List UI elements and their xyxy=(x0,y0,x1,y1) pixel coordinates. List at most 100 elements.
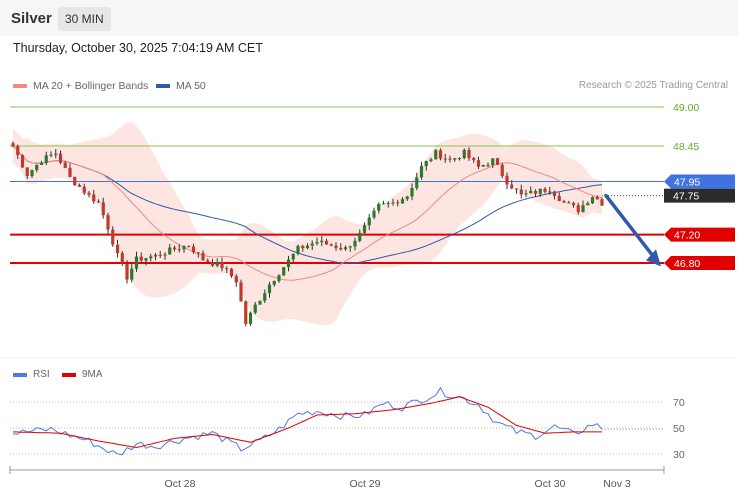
legend-ma50: MA 50 xyxy=(156,80,206,92)
candle-body xyxy=(315,242,319,244)
candle-body xyxy=(562,201,566,203)
forecast-arrow xyxy=(604,193,656,260)
candle-body xyxy=(258,300,262,305)
candle-body xyxy=(552,191,557,196)
candle-body xyxy=(54,153,58,155)
candle-body xyxy=(381,203,386,205)
candle-body xyxy=(229,268,234,277)
candle-body xyxy=(49,154,53,156)
candle-body xyxy=(581,205,585,213)
legend-rsi: RSI xyxy=(13,369,50,380)
candle-body xyxy=(225,268,229,270)
candle-body xyxy=(286,259,291,268)
symbol-title: Silver xyxy=(11,10,52,27)
candle-body xyxy=(362,225,367,233)
candle-body xyxy=(410,187,414,197)
candle-body xyxy=(106,215,110,230)
candle-body xyxy=(267,284,272,294)
level-label-48.45: 48.45 xyxy=(673,141,699,153)
candle-body xyxy=(234,276,238,283)
candle-body xyxy=(87,192,91,195)
candle-body xyxy=(543,188,547,192)
candle-body xyxy=(196,252,200,254)
candle-body xyxy=(139,256,143,261)
candle-body xyxy=(533,190,538,194)
candle-body xyxy=(239,282,243,302)
candle-body xyxy=(125,263,129,280)
candle-body xyxy=(163,254,167,256)
datetime-label: Thursday, October 30, 2025 7:04:19 AM CE… xyxy=(13,41,263,55)
candle-body xyxy=(500,164,504,176)
rsi-tick-label: 30 xyxy=(673,449,685,461)
candle-body xyxy=(353,240,357,247)
candle-body xyxy=(510,184,514,189)
candle-body xyxy=(595,197,599,200)
timeframe-button[interactable]: 30 MIN xyxy=(58,7,111,31)
x-tick-label: Nov 3 xyxy=(603,478,631,490)
candle-body xyxy=(548,191,552,193)
candle-body xyxy=(206,260,210,263)
current-price-label: 47.75 xyxy=(673,191,699,203)
candle-body xyxy=(305,245,310,249)
x-tick-label: Oct 30 xyxy=(535,478,566,490)
candle-body xyxy=(30,169,34,176)
candle-body xyxy=(586,203,590,206)
rsi-line xyxy=(12,386,603,456)
candle-body xyxy=(443,158,447,160)
candle-body xyxy=(538,188,542,194)
candle-body xyxy=(101,202,105,216)
candle-body xyxy=(320,240,324,243)
candle-body xyxy=(16,146,20,156)
candle-body xyxy=(415,177,419,188)
candle-body xyxy=(529,190,533,194)
candle-body xyxy=(144,258,148,261)
legend-ma20: MA 20 + Bollinger Bands xyxy=(13,80,148,92)
candle-body xyxy=(377,203,381,211)
top-bar: Silver 30 MIN xyxy=(0,0,738,36)
candle-body xyxy=(177,249,181,251)
candle-body xyxy=(96,201,101,203)
candle-body xyxy=(505,175,509,185)
candle-body xyxy=(168,247,172,255)
rsi-ma-line xyxy=(12,396,602,449)
candle-body xyxy=(329,244,333,246)
current-price-tag xyxy=(664,188,735,203)
candle-body xyxy=(386,203,390,205)
candle-body xyxy=(68,167,72,177)
candle-body xyxy=(39,162,44,165)
candle-body xyxy=(491,158,495,165)
candle-body xyxy=(310,243,314,246)
candle-body xyxy=(495,158,500,165)
candle-body xyxy=(215,262,219,266)
candle-body xyxy=(282,267,286,276)
candle-body xyxy=(296,245,300,254)
rsi-tick-label: 50 xyxy=(673,423,685,435)
candle-body xyxy=(434,150,438,160)
level-tag-47.95 xyxy=(664,174,735,189)
candle-body xyxy=(20,155,25,168)
ma50-legend-label: MA 50 xyxy=(176,80,206,92)
candle-body xyxy=(115,244,120,254)
candle-body xyxy=(405,196,409,200)
rsi-swatch xyxy=(13,372,27,377)
candle-body xyxy=(130,268,134,280)
candle-body xyxy=(419,166,424,178)
candle-body xyxy=(372,210,376,218)
research-credit: Research © 2025 Trading Central xyxy=(578,80,728,91)
level-label-47.20: 47.20 xyxy=(674,230,700,242)
candle-body xyxy=(400,199,405,204)
candle-body xyxy=(153,254,158,257)
candle-body xyxy=(272,280,276,285)
candle-body xyxy=(367,217,371,226)
candle-body xyxy=(248,312,253,324)
candle-body xyxy=(334,245,338,248)
candles xyxy=(11,141,604,327)
candle-body xyxy=(172,247,177,250)
candle-body xyxy=(358,232,362,241)
candle-body xyxy=(462,149,466,159)
candle-body xyxy=(514,188,519,190)
candle-body xyxy=(73,176,77,186)
candle-body xyxy=(220,262,224,269)
ma20-legend-label: MA 20 + Bollinger Bands xyxy=(33,80,149,92)
